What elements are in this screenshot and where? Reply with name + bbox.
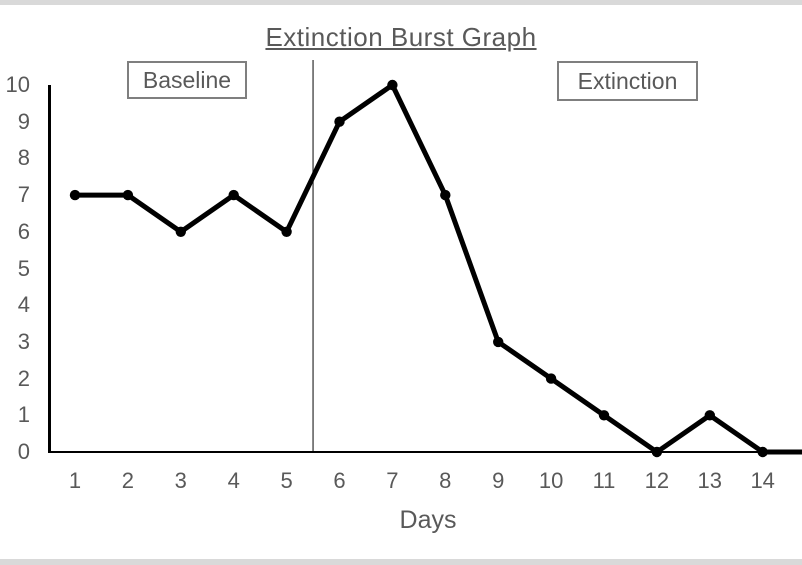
bottom-edge-strip [0,559,802,565]
data-point-day-12 [651,446,663,458]
data-point-day-5 [281,226,292,237]
baseline-label: Baseline [142,66,232,93]
data-point-day-2 [122,189,134,201]
extinction-label-box: Extinction [557,61,698,101]
data-point-day-4 [228,189,239,201]
data-point-day-7 [387,79,398,91]
x-tick-label-4: 4 [227,468,240,493]
chart-title: Extinction Burst Graph [265,22,537,52]
x-tick-label-12: 12 [644,468,670,493]
x-tick-label-13: 13 [697,468,723,493]
data-point-day-10 [545,373,557,384]
extinction-label: Extinction [577,67,678,94]
baseline-label-box: Baseline [127,61,247,99]
x-tick-label-8: 8 [439,468,452,493]
y-tick-label-10: 10 [5,72,30,97]
x-tick-label-7: 7 [386,468,399,493]
y-tick-label-7: 7 [17,182,30,208]
data-point-day-1 [69,189,81,201]
y-tick-label-1: 1 [17,402,30,428]
data-point-day-14 [757,446,768,458]
x-tick-label-5: 5 [280,468,293,493]
x-tick-label-14: 14 [750,468,775,493]
data-point-day-9 [493,336,504,348]
y-tick-label-5: 5 [17,255,30,281]
x-tick-label-11: 11 [592,468,616,493]
data-point-day-11 [598,410,610,421]
x-tick-label-1: 1 [68,468,82,493]
data-point-day-3 [175,226,186,237]
y-tick-label-6: 6 [17,218,30,244]
data-point-day-6 [334,116,345,127]
data-line [72,82,802,455]
y-tick-label-3: 3 [17,328,30,354]
y-tick-label-9: 9 [17,108,30,134]
data-point-day-8 [440,189,451,201]
y-tick-label-8: 8 [17,145,30,171]
x-tick-label-10: 10 [538,468,564,493]
x-tick-label-6: 6 [333,468,346,493]
y-tick-label-2: 2 [17,365,30,391]
x-tick-label-2: 2 [121,468,135,493]
data-point-day-13 [704,410,715,421]
x-tick-label-3: 3 [174,468,187,493]
top-edge-strip [0,0,802,5]
x-axis-title: Days [399,506,457,534]
y-tick-label-0: 0 [17,439,30,464]
y-tick-label-4: 4 [17,292,30,318]
x-tick-label-9: 9 [492,468,505,493]
